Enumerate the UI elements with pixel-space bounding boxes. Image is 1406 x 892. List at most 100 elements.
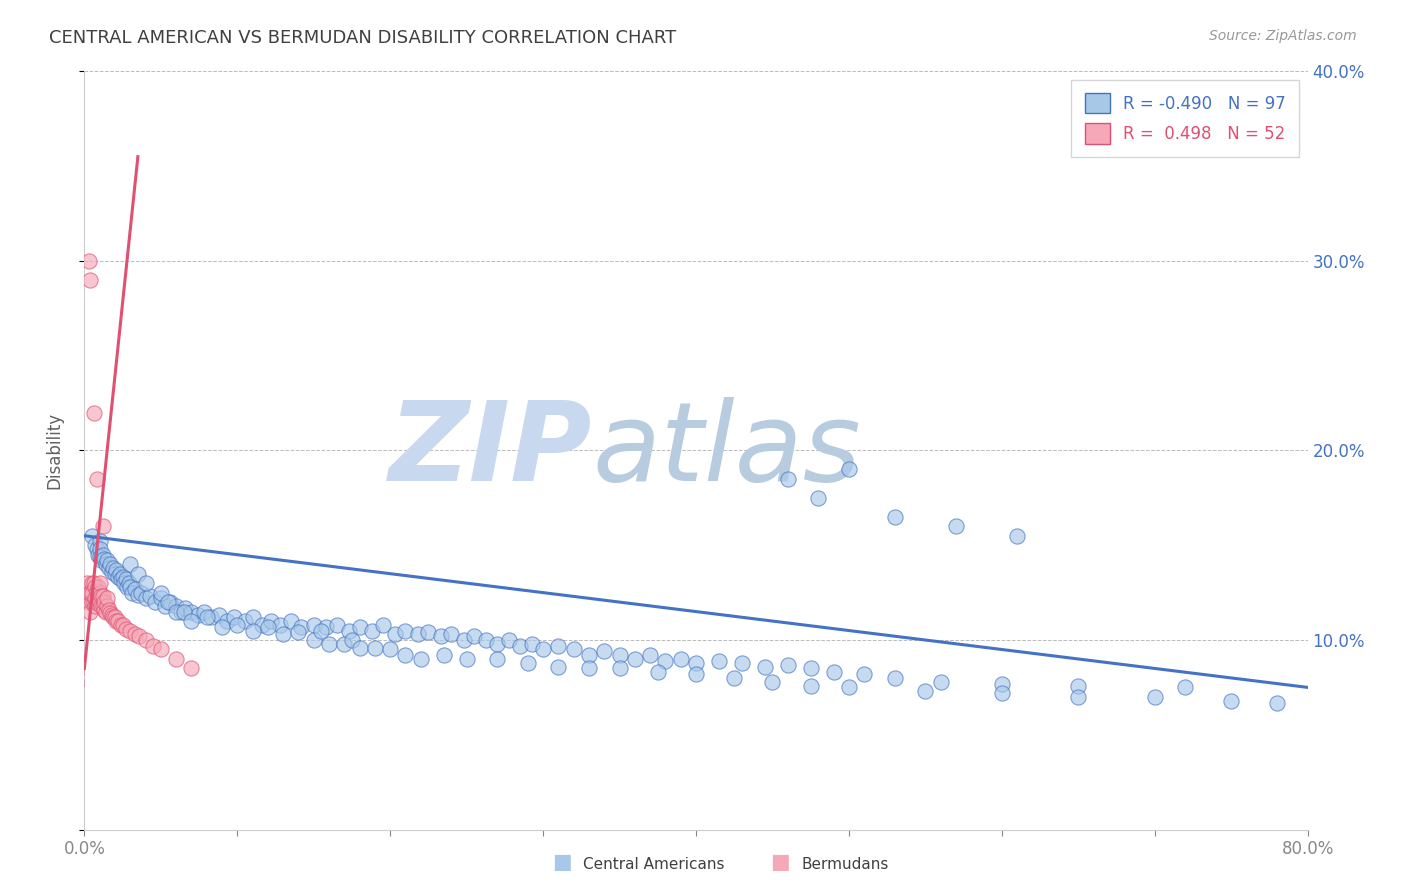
Point [105, 563, 128, 577]
Point [384, 627, 406, 641]
Point [127, 566, 149, 581]
Point [224, 610, 246, 624]
Point [242, 610, 264, 624]
Point [96, 591, 118, 606]
Point [86, 583, 108, 598]
Point [135, 576, 157, 591]
Point [578, 648, 600, 662]
Point [143, 595, 166, 609]
Point [149, 642, 172, 657]
Point [195, 610, 218, 624]
Point [90, 599, 112, 613]
Point [115, 580, 138, 594]
Point [180, 661, 202, 675]
Point [776, 657, 799, 672]
Point [94, 557, 117, 572]
Point [114, 622, 136, 636]
Point [456, 652, 478, 666]
Point [609, 648, 631, 662]
Point [86, 542, 108, 557]
Point [97, 603, 120, 617]
Text: ZIP: ZIP [388, 397, 592, 504]
Point [498, 633, 520, 648]
Point [654, 654, 676, 668]
Point [87, 580, 110, 594]
Point [311, 624, 333, 638]
Point [440, 627, 463, 641]
Point [609, 661, 631, 675]
Point [120, 557, 142, 572]
Point [380, 642, 402, 657]
Point [142, 639, 165, 653]
Point [761, 674, 783, 689]
Point [111, 570, 134, 584]
Point [271, 627, 294, 641]
Point [562, 642, 585, 657]
Point [135, 591, 157, 606]
Point [173, 605, 195, 619]
Point [91, 519, 114, 533]
Legend: R = -0.490   N = 97, R =  0.498   N = 52: R = -0.490 N = 97, R = 0.498 N = 52 [1071, 79, 1299, 157]
Point [89, 534, 111, 549]
Point [108, 566, 131, 581]
Point [165, 605, 187, 619]
Point [883, 671, 905, 685]
Point [124, 627, 146, 641]
Point [84, 580, 107, 594]
Point [1067, 690, 1090, 704]
Point [128, 629, 150, 643]
Point [364, 640, 387, 655]
Point [200, 610, 222, 624]
Point [914, 684, 936, 698]
Point [110, 618, 132, 632]
Point [731, 656, 754, 670]
Point [84, 538, 107, 552]
Point [91, 590, 114, 604]
Point [80, 529, 103, 543]
Point [139, 590, 162, 604]
Point [77, 585, 100, 599]
Point [77, 254, 100, 268]
Point [103, 561, 125, 575]
Point [170, 605, 193, 619]
Point [685, 656, 707, 670]
Point [233, 614, 256, 628]
Point [91, 599, 114, 613]
Point [409, 652, 432, 666]
Point [77, 595, 100, 609]
Point [114, 573, 136, 587]
Point [93, 595, 115, 609]
Point [120, 624, 142, 638]
Point [79, 273, 101, 287]
Text: Source: ZipAtlas.com: Source: ZipAtlas.com [1209, 29, 1357, 43]
Point [180, 605, 202, 619]
Text: ■: ■ [770, 853, 790, 872]
Point [118, 576, 141, 591]
Point [723, 671, 745, 685]
Point [315, 620, 337, 634]
Point [531, 642, 554, 657]
Point [121, 585, 143, 599]
Point [105, 614, 128, 628]
Point [669, 652, 692, 666]
Point [83, 595, 105, 609]
Point [174, 600, 197, 615]
Point [104, 566, 127, 581]
Point [776, 472, 799, 486]
Point [107, 570, 129, 584]
Point [89, 549, 111, 564]
Point [80, 595, 103, 609]
Text: atlas: atlas [592, 397, 860, 504]
Text: CENTRAL AMERICAN VS BERMUDAN DISABILITY CORRELATION CHART: CENTRAL AMERICAN VS BERMUDAN DISABILITY … [49, 29, 676, 46]
Point [269, 618, 291, 632]
Point [991, 676, 1014, 690]
Point [79, 585, 101, 599]
Y-axis label: Disability: Disability [45, 412, 63, 489]
Point [547, 659, 569, 673]
Point [104, 610, 127, 624]
Point [215, 614, 238, 628]
Point [1220, 694, 1243, 708]
Point [260, 614, 283, 628]
Point [208, 608, 231, 623]
Point [165, 599, 187, 613]
